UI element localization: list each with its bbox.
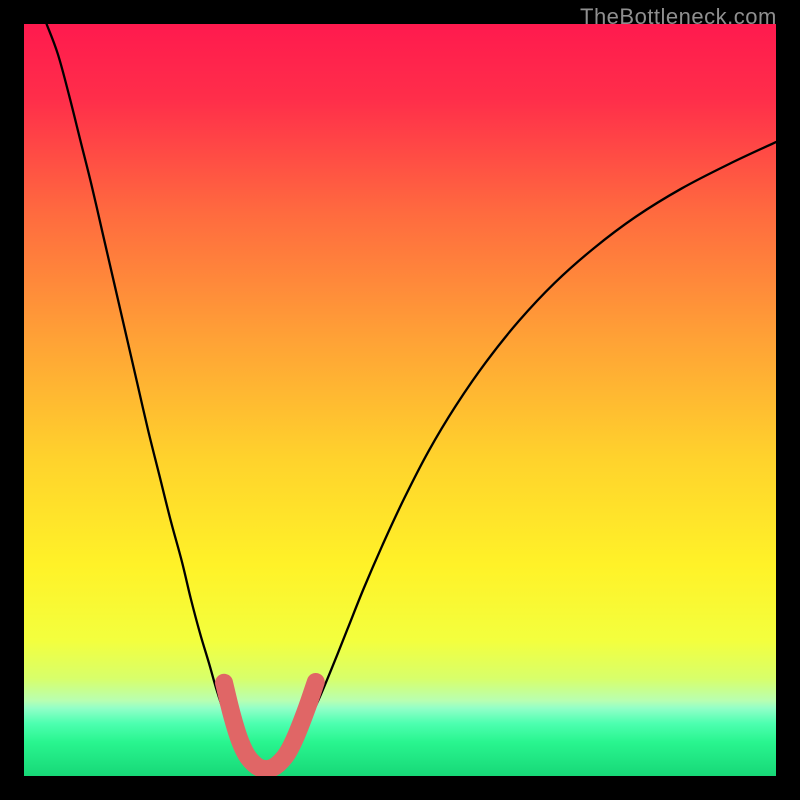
chart-background: [24, 24, 776, 776]
chart-plot-area: [24, 24, 776, 776]
chart-svg: [24, 24, 776, 776]
